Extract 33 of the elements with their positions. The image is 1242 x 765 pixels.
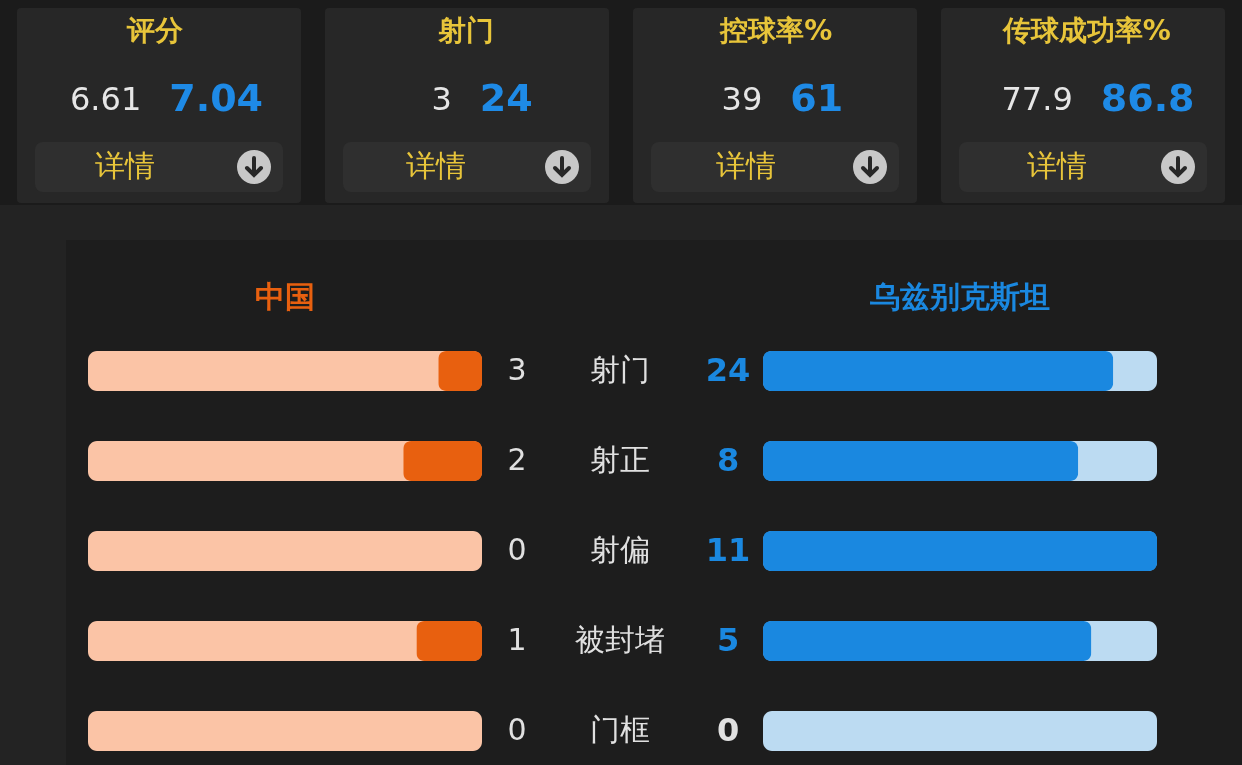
category-label: 射门 — [437, 14, 494, 47]
category-label: 传球成功率% — [1001, 14, 1171, 47]
data-label: 0 — [716, 711, 740, 749]
data-label: 0 — [507, 532, 527, 567]
category-label: 控球率% — [719, 14, 833, 47]
data-label: 86.8 — [1100, 76, 1195, 120]
data-label: 7.04 — [169, 76, 264, 120]
data-label: 61 — [790, 76, 844, 120]
data-label: 39 — [721, 80, 763, 118]
text: 详情 — [95, 148, 156, 183]
data-label: 6.61 — [70, 80, 142, 118]
data-label: 8 — [716, 441, 740, 479]
data-label: 24 — [479, 76, 533, 120]
text: 详情 — [1026, 148, 1087, 183]
legend-label: 中国 — [255, 279, 315, 314]
data-label: 2 — [507, 442, 527, 477]
text: 详情 — [405, 148, 466, 183]
legend-label: 乌兹别克斯坦 — [869, 279, 1050, 314]
data-label: 77.9 — [1001, 80, 1073, 118]
category-label: 射门 — [590, 352, 650, 387]
data-label: 3 — [431, 80, 452, 118]
text: 详情 — [716, 148, 777, 183]
category-label: 评分 — [126, 14, 185, 47]
category-label: 射偏 — [590, 532, 650, 567]
data-label: 0 — [507, 712, 527, 747]
data-label: 11 — [705, 531, 751, 569]
category-label: 射正 — [590, 442, 650, 477]
data-label: 24 — [705, 351, 751, 389]
data-label: 1 — [507, 622, 527, 657]
category-label: 门框 — [590, 712, 650, 747]
category-label: 被封堵 — [575, 622, 665, 657]
data-label: 5 — [716, 621, 740, 659]
data-label: 3 — [507, 352, 527, 387]
